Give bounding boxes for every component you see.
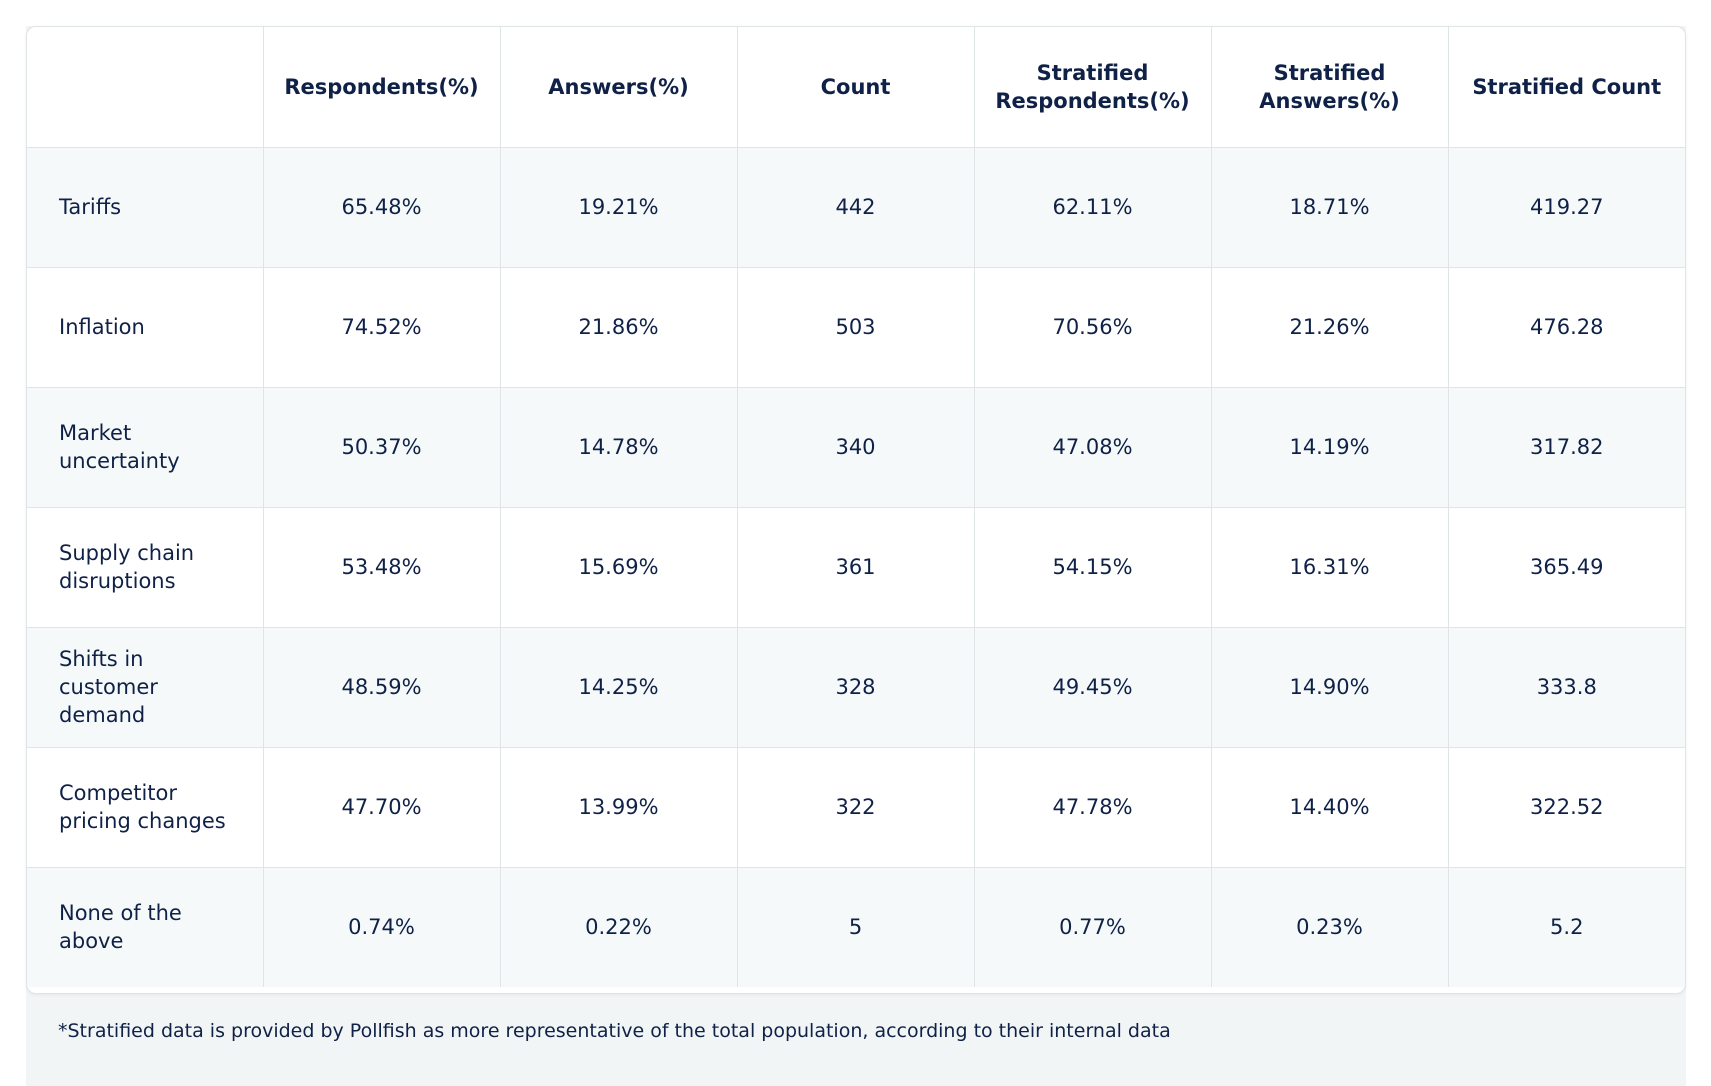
- table-row: Tariffs 65.48% 19.21% 442 62.11% 18.71% …: [27, 147, 1685, 268]
- header-cell-stratified-count: Stratified Count: [1448, 27, 1685, 148]
- stratified-respondents-cell: 47.78%: [974, 747, 1212, 868]
- stratified-answers-cell: 16.31%: [1211, 507, 1449, 628]
- table-row: Supply chain disruptions 53.48% 15.69% 3…: [27, 507, 1685, 628]
- stratified-answers-cell: 14.40%: [1211, 747, 1449, 868]
- count-cell: 361: [737, 507, 975, 628]
- respondents-cell: 74.52%: [263, 267, 501, 388]
- table-row: Shifts in customer demand 48.59% 14.25% …: [27, 627, 1685, 748]
- stratified-respondents-cell: 62.11%: [974, 147, 1212, 268]
- stratified-count-cell: 5.2: [1448, 867, 1685, 987]
- stratified-respondents-cell: 0.77%: [974, 867, 1212, 987]
- header-cell-stratified-respondents: Stratified Respondents(%): [974, 27, 1212, 148]
- count-cell: 322: [737, 747, 975, 868]
- respondents-cell: 50.37%: [263, 387, 501, 508]
- stratified-answers-cell: 14.90%: [1211, 627, 1449, 748]
- stratified-answers-cell: 14.19%: [1211, 387, 1449, 508]
- stratified-count-cell: 322.52: [1448, 747, 1685, 868]
- answers-cell: 21.86%: [500, 267, 738, 388]
- stratified-respondents-cell: 47.08%: [974, 387, 1212, 508]
- stratified-answers-cell: 0.23%: [1211, 867, 1449, 987]
- row-label: Inflation: [27, 267, 264, 388]
- header-cell-stratified-answers: Stratified Answers(%): [1211, 27, 1449, 148]
- count-cell: 503: [737, 267, 975, 388]
- answers-cell: 14.78%: [500, 387, 738, 508]
- answers-cell: 15.69%: [500, 507, 738, 628]
- stratified-answers-cell: 21.26%: [1211, 267, 1449, 388]
- row-label: Market uncertainty: [27, 387, 264, 508]
- respondents-cell: 0.74%: [263, 867, 501, 987]
- row-label: Tariffs: [27, 147, 264, 268]
- respondents-cell: 53.48%: [263, 507, 501, 628]
- answers-cell: 13.99%: [500, 747, 738, 868]
- stratified-respondents-cell: 70.56%: [974, 267, 1212, 388]
- stratified-count-cell: 476.28: [1448, 267, 1685, 388]
- answers-cell: 19.21%: [500, 147, 738, 268]
- header-cell-empty: [27, 27, 264, 148]
- stratified-count-cell: 419.27: [1448, 147, 1685, 268]
- stratified-count-cell: 365.49: [1448, 507, 1685, 628]
- respondents-cell: 65.48%: [263, 147, 501, 268]
- respondents-cell: 48.59%: [263, 627, 501, 748]
- table-row: Market uncertainty 50.37% 14.78% 340 47.…: [27, 387, 1685, 508]
- stratified-answers-cell: 18.71%: [1211, 147, 1449, 268]
- stratified-respondents-cell: 49.45%: [974, 627, 1212, 748]
- count-cell: 340: [737, 387, 975, 508]
- row-label: Competitor pricing changes: [27, 747, 264, 868]
- footnote: *Stratified data is provided by Pollfish…: [58, 1020, 1171, 1042]
- stratified-respondents-cell: 54.15%: [974, 507, 1212, 628]
- table-row: None of the above 0.74% 0.22% 5 0.77% 0.…: [27, 867, 1685, 987]
- count-cell: 5: [737, 867, 975, 987]
- header-cell-respondents: Respondents(%): [263, 27, 501, 148]
- respondents-cell: 47.70%: [263, 747, 501, 868]
- row-label: Shifts in customer demand: [27, 627, 264, 748]
- answers-cell: 0.22%: [500, 867, 738, 987]
- results-table-card: Respondents(%) Answers(%) Count Stratifi…: [26, 26, 1686, 994]
- row-label: None of the above: [27, 867, 264, 987]
- count-cell: 442: [737, 147, 975, 268]
- answers-cell: 14.25%: [500, 627, 738, 748]
- count-cell: 328: [737, 627, 975, 748]
- row-label: Supply chain disruptions: [27, 507, 264, 628]
- header-cell-count: Count: [737, 27, 975, 148]
- stratified-count-cell: 317.82: [1448, 387, 1685, 508]
- table-row: Competitor pricing changes 47.70% 13.99%…: [27, 747, 1685, 868]
- table-row: Inflation 74.52% 21.86% 503 70.56% 21.26…: [27, 267, 1685, 388]
- table-header: Respondents(%) Answers(%) Count Stratifi…: [27, 27, 1685, 148]
- header-cell-answers: Answers(%): [500, 27, 738, 148]
- results-table: Respondents(%) Answers(%) Count Stratifi…: [27, 27, 1685, 987]
- header-row: Respondents(%) Answers(%) Count Stratifi…: [27, 27, 1685, 148]
- table-body: Tariffs 65.48% 19.21% 442 62.11% 18.71% …: [27, 147, 1685, 987]
- stratified-count-cell: 333.8: [1448, 627, 1685, 748]
